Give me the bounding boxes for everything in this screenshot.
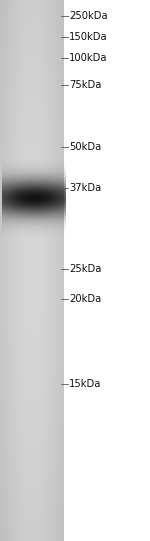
Text: 75kDa: 75kDa — [69, 81, 101, 90]
Text: 50kDa: 50kDa — [69, 142, 101, 152]
Text: 37kDa: 37kDa — [69, 183, 101, 193]
Text: 100kDa: 100kDa — [69, 54, 108, 63]
Text: 15kDa: 15kDa — [69, 379, 101, 389]
Text: 150kDa: 150kDa — [69, 32, 108, 42]
Text: 25kDa: 25kDa — [69, 265, 101, 274]
Text: 250kDa: 250kDa — [69, 11, 108, 21]
Bar — [0, 0, 64, 541]
Text: 20kDa: 20kDa — [69, 294, 101, 304]
